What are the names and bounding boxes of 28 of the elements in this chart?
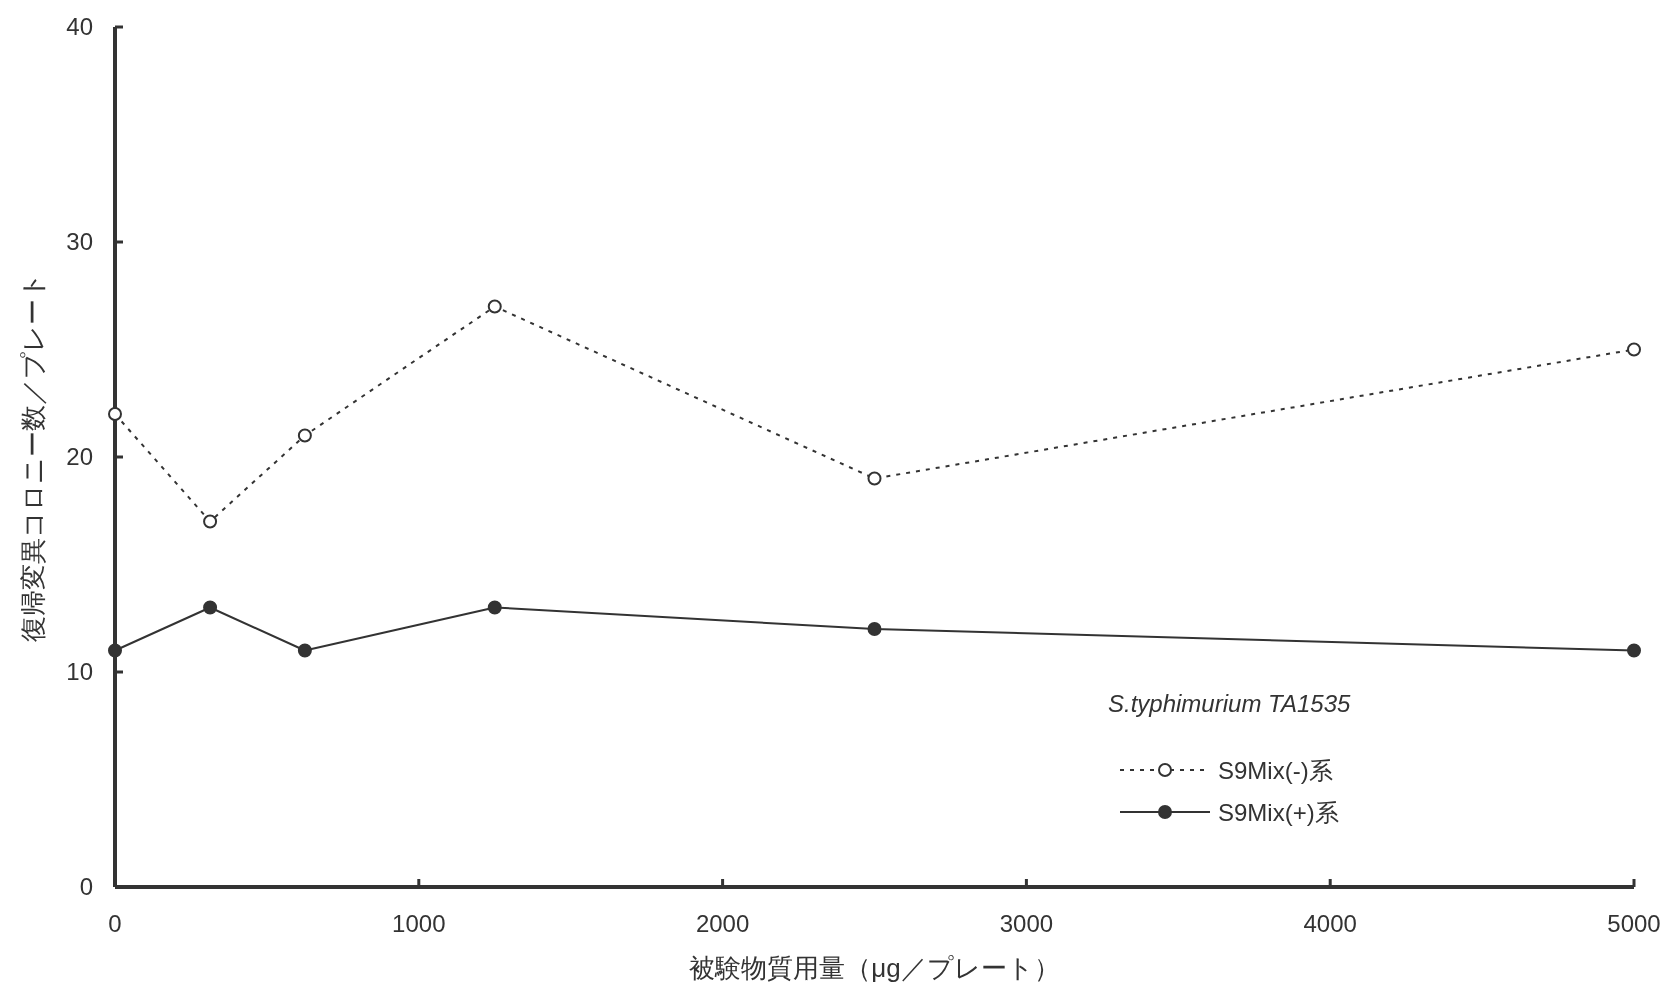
x-tick-label: 4000 [1303,910,1357,937]
x-axis-title: 被験物質用量（μg／プレート） [689,953,1060,983]
x-tick-label: 3000 [999,910,1054,937]
x-tick-label: 2000 [695,910,750,937]
x-tick-label: 1000 [392,910,446,937]
legend-label: S9Mix(+)系 [1218,799,1339,826]
point [487,600,502,615]
y-axis-title: 復帰変異コロニー数／プレート [18,272,48,642]
y-tick-label: 30 [66,228,93,255]
point [203,514,218,529]
point [1627,643,1641,658]
y-tick-label: 0 [79,873,93,900]
point [203,600,218,615]
legend-label: S9Mix(-)系 [1218,757,1333,784]
legend-title: S.typhimurium TA1535 [1108,690,1351,717]
x-tick-label: 5000 [1607,910,1661,937]
point [297,643,312,658]
point [487,299,502,314]
point [867,622,882,636]
y-tick-label: 10 [66,658,93,685]
point [297,428,312,443]
point [867,471,882,486]
y-tick-label: 20 [66,443,93,470]
point [108,643,122,658]
point [1627,342,1641,357]
y-tick-label: 40 [66,13,93,40]
x-tick-label: 0 [108,910,122,937]
point [108,407,122,421]
